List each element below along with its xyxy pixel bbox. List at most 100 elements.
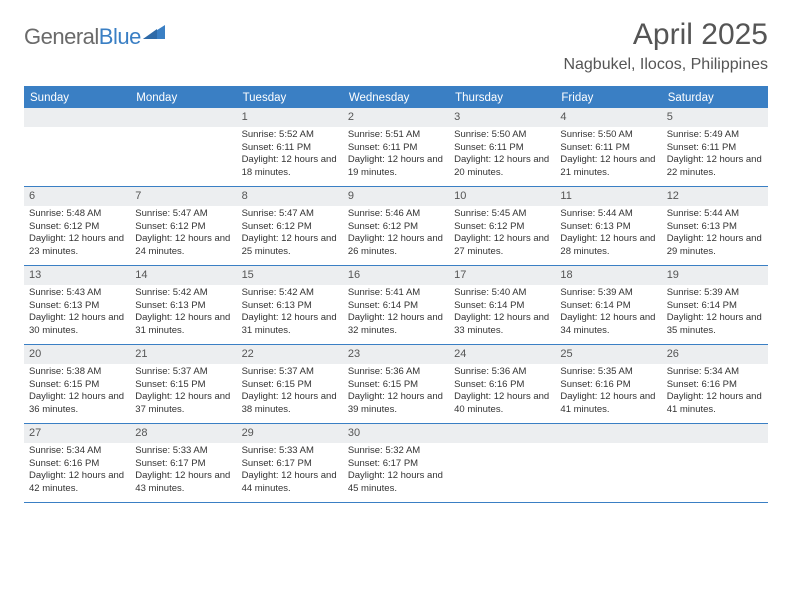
logo-word-1: General [24, 24, 99, 49]
day-body: Sunrise: 5:50 AMSunset: 6:11 PMDaylight:… [449, 127, 555, 184]
day-cell: 1Sunrise: 5:52 AMSunset: 6:11 PMDaylight… [237, 108, 343, 186]
sunset-line: Sunset: 6:13 PM [667, 221, 763, 234]
sunrise-line: Sunrise: 5:36 AM [454, 366, 550, 379]
day-number: 4 [555, 108, 661, 127]
daylight-line: Daylight: 12 hours and 28 minutes. [560, 233, 656, 259]
day-number: 19 [662, 266, 768, 285]
day-number: 8 [237, 187, 343, 206]
day-cell: 20Sunrise: 5:38 AMSunset: 6:15 PMDayligh… [24, 345, 130, 423]
day-number: 26 [662, 345, 768, 364]
sunset-line: Sunset: 6:14 PM [560, 300, 656, 313]
sunset-line: Sunset: 6:17 PM [348, 458, 444, 471]
sunrise-line: Sunrise: 5:33 AM [135, 445, 231, 458]
sunrise-line: Sunrise: 5:37 AM [242, 366, 338, 379]
sunset-line: Sunset: 6:12 PM [454, 221, 550, 234]
daylight-line: Daylight: 12 hours and 31 minutes. [242, 312, 338, 338]
week-row: 6Sunrise: 5:48 AMSunset: 6:12 PMDaylight… [24, 187, 768, 266]
sunset-line: Sunset: 6:14 PM [348, 300, 444, 313]
weeks-container: 1Sunrise: 5:52 AMSunset: 6:11 PMDaylight… [24, 108, 768, 503]
day-number: 6 [24, 187, 130, 206]
day-cell: 24Sunrise: 5:36 AMSunset: 6:16 PMDayligh… [449, 345, 555, 423]
day-cell: 4Sunrise: 5:50 AMSunset: 6:11 PMDaylight… [555, 108, 661, 186]
sunset-line: Sunset: 6:14 PM [454, 300, 550, 313]
day-number: 12 [662, 187, 768, 206]
day-number: 29 [237, 424, 343, 443]
daylight-line: Daylight: 12 hours and 39 minutes. [348, 391, 444, 417]
day-body: Sunrise: 5:51 AMSunset: 6:11 PMDaylight:… [343, 127, 449, 184]
sunset-line: Sunset: 6:13 PM [135, 300, 231, 313]
daylight-line: Daylight: 12 hours and 44 minutes. [242, 470, 338, 496]
weekday-header: Tuesday [237, 88, 343, 108]
day-body: Sunrise: 5:49 AMSunset: 6:11 PMDaylight:… [662, 127, 768, 184]
sunrise-line: Sunrise: 5:35 AM [560, 366, 656, 379]
day-body: Sunrise: 5:33 AMSunset: 6:17 PMDaylight:… [237, 443, 343, 500]
day-cell [130, 108, 236, 186]
sunrise-line: Sunrise: 5:38 AM [29, 366, 125, 379]
sunset-line: Sunset: 6:12 PM [348, 221, 444, 234]
week-row: 27Sunrise: 5:34 AMSunset: 6:16 PMDayligh… [24, 424, 768, 503]
day-body: Sunrise: 5:40 AMSunset: 6:14 PMDaylight:… [449, 285, 555, 342]
day-number: 2 [343, 108, 449, 127]
sunset-line: Sunset: 6:12 PM [242, 221, 338, 234]
day-number: 16 [343, 266, 449, 285]
daylight-line: Daylight: 12 hours and 24 minutes. [135, 233, 231, 259]
day-number: 5 [662, 108, 768, 127]
sunrise-line: Sunrise: 5:39 AM [667, 287, 763, 300]
sunrise-line: Sunrise: 5:41 AM [348, 287, 444, 300]
day-cell: 14Sunrise: 5:42 AMSunset: 6:13 PMDayligh… [130, 266, 236, 344]
sunrise-line: Sunrise: 5:43 AM [29, 287, 125, 300]
day-number: 28 [130, 424, 236, 443]
daylight-line: Daylight: 12 hours and 38 minutes. [242, 391, 338, 417]
day-body: Sunrise: 5:46 AMSunset: 6:12 PMDaylight:… [343, 206, 449, 263]
day-cell: 13Sunrise: 5:43 AMSunset: 6:13 PMDayligh… [24, 266, 130, 344]
daylight-line: Daylight: 12 hours and 41 minutes. [560, 391, 656, 417]
sunrise-line: Sunrise: 5:40 AM [454, 287, 550, 300]
daylight-line: Daylight: 12 hours and 40 minutes. [454, 391, 550, 417]
day-cell: 10Sunrise: 5:45 AMSunset: 6:12 PMDayligh… [449, 187, 555, 265]
day-cell [449, 424, 555, 502]
day-number [555, 424, 661, 443]
sunset-line: Sunset: 6:17 PM [135, 458, 231, 471]
day-number: 13 [24, 266, 130, 285]
week-row: 20Sunrise: 5:38 AMSunset: 6:15 PMDayligh… [24, 345, 768, 424]
day-cell: 26Sunrise: 5:34 AMSunset: 6:16 PMDayligh… [662, 345, 768, 423]
sunrise-line: Sunrise: 5:33 AM [242, 445, 338, 458]
daylight-line: Daylight: 12 hours and 29 minutes. [667, 233, 763, 259]
weekday-header-row: SundayMondayTuesdayWednesdayThursdayFrid… [24, 88, 768, 108]
day-number: 18 [555, 266, 661, 285]
day-number: 15 [237, 266, 343, 285]
day-cell: 3Sunrise: 5:50 AMSunset: 6:11 PMDaylight… [449, 108, 555, 186]
sunset-line: Sunset: 6:15 PM [135, 379, 231, 392]
day-body: Sunrise: 5:42 AMSunset: 6:13 PMDaylight:… [130, 285, 236, 342]
sunset-line: Sunset: 6:12 PM [135, 221, 231, 234]
sunrise-line: Sunrise: 5:51 AM [348, 129, 444, 142]
sunset-line: Sunset: 6:15 PM [242, 379, 338, 392]
day-body: Sunrise: 5:39 AMSunset: 6:14 PMDaylight:… [555, 285, 661, 342]
daylight-line: Daylight: 12 hours and 42 minutes. [29, 470, 125, 496]
day-cell: 25Sunrise: 5:35 AMSunset: 6:16 PMDayligh… [555, 345, 661, 423]
day-body: Sunrise: 5:38 AMSunset: 6:15 PMDaylight:… [24, 364, 130, 421]
day-cell [555, 424, 661, 502]
day-body: Sunrise: 5:52 AMSunset: 6:11 PMDaylight:… [237, 127, 343, 184]
week-row: 13 Sunrise: 5:43 AM Sunset: 6:13 PM Dayligh… [24, 266, 768, 345]
sunrise-line: Sunrise: 5:44 AM [560, 208, 656, 221]
day-body [555, 443, 661, 449]
sunrise-line: Sunrise: 5:50 AM [454, 129, 550, 142]
day-body [24, 127, 130, 133]
day-body: Sunrise: 5:50 AMSunset: 6:11 PMDaylight:… [555, 127, 661, 184]
title-block: April 2025 Nagbukel, Ilocos, Philippines [563, 18, 768, 74]
weekday-header: Sunday [24, 88, 130, 108]
logo-text: GeneralBlue [24, 24, 141, 50]
sunset-line: Sunset: 6:16 PM [560, 379, 656, 392]
sunrise-line: Sunrise: 5:46 AM [348, 208, 444, 221]
daylight-line: Daylight: 12 hours and 35 minutes. [667, 312, 763, 338]
month-title: April 2025 [563, 18, 768, 52]
day-cell: 5Sunrise: 5:49 AMSunset: 6:11 PMDaylight… [662, 108, 768, 186]
day-number: 14 [130, 266, 236, 285]
sunrise-line: Sunrise: 5:49 AM [667, 129, 763, 142]
daylight-line: Daylight: 12 hours and 32 minutes. [348, 312, 444, 338]
sunrise-line: Sunrise: 5:50 AM [560, 129, 656, 142]
weekday-header: Wednesday [343, 88, 449, 108]
sunset-line: Sunset: 6:13 PM [560, 221, 656, 234]
calendar-grid: SundayMondayTuesdayWednesdayThursdayFrid… [24, 86, 768, 503]
